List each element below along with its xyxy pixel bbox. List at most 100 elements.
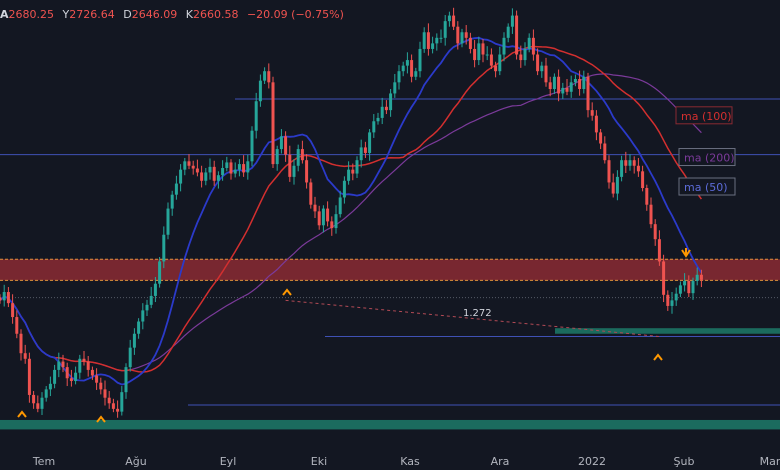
candle	[363, 141, 367, 158]
candle	[615, 170, 619, 201]
candle	[111, 398, 115, 413]
candle	[204, 167, 208, 186]
candle-body	[552, 76, 556, 89]
candle-body	[494, 65, 498, 72]
candle	[405, 52, 409, 74]
candle-body	[27, 358, 31, 395]
candle	[128, 339, 132, 372]
candle	[531, 29, 535, 61]
candle-body	[670, 300, 674, 306]
x-tick-label-1: Ağu	[125, 455, 146, 468]
candle-body	[208, 166, 212, 173]
candle	[578, 70, 582, 96]
candle	[561, 82, 565, 100]
candle	[330, 216, 334, 236]
candle	[162, 226, 166, 269]
candle	[607, 155, 611, 189]
candle	[443, 15, 447, 46]
candle-body	[242, 164, 246, 173]
zones-layer	[0, 258, 780, 430]
candle	[267, 63, 271, 89]
candle-body	[573, 78, 577, 83]
candle	[523, 42, 527, 66]
candle-body	[376, 117, 380, 122]
candle-body	[506, 26, 510, 38]
candle-body	[666, 294, 670, 306]
candle	[376, 112, 380, 125]
candle	[691, 277, 695, 300]
candle	[641, 165, 645, 192]
candle	[527, 33, 531, 53]
candle	[699, 269, 703, 288]
candle	[414, 67, 418, 81]
candle-body	[502, 37, 506, 55]
candle	[590, 102, 594, 121]
candle	[61, 354, 65, 373]
candle	[447, 11, 451, 27]
candle-body	[582, 76, 586, 89]
candle-body	[615, 176, 619, 194]
candle-body	[132, 333, 136, 348]
candle	[674, 287, 678, 306]
candle-body	[120, 392, 124, 412]
candle-body	[607, 160, 611, 183]
candle	[263, 67, 267, 84]
candle	[439, 29, 443, 43]
candle	[174, 175, 178, 200]
ma-label-2: ma (50)	[684, 181, 728, 194]
candle-body	[363, 147, 367, 153]
candle-body	[565, 87, 569, 92]
candle	[191, 160, 195, 175]
candle-body	[523, 48, 527, 61]
ma-label-1: ma (200)	[684, 152, 735, 165]
candle	[544, 57, 548, 87]
candle-body	[410, 60, 414, 77]
candle	[166, 202, 170, 240]
ohlc-open: A2680.25	[0, 8, 55, 21]
candle	[460, 28, 464, 48]
candle-body	[447, 15, 451, 22]
candle-body	[191, 165, 195, 169]
candle	[132, 328, 136, 355]
candle-body	[498, 54, 502, 72]
candle-body	[620, 160, 624, 177]
candle-body	[368, 132, 372, 153]
candle-body	[510, 15, 514, 27]
candle-body	[536, 54, 540, 72]
candle	[418, 41, 422, 78]
candle-body	[418, 48, 422, 72]
candle	[502, 32, 506, 62]
candle-body	[292, 165, 296, 177]
candle	[649, 197, 653, 229]
candle	[179, 164, 183, 192]
candle-body	[158, 261, 162, 284]
candle	[338, 190, 342, 218]
candle-body	[48, 383, 52, 390]
candle-body	[628, 160, 632, 166]
candle	[573, 74, 577, 87]
candle	[313, 196, 317, 219]
candle	[107, 391, 111, 409]
candle-body	[405, 60, 409, 66]
candle-body	[32, 394, 36, 404]
candle-body	[275, 149, 279, 165]
candle	[326, 201, 330, 227]
x-tick-label-7: Şub	[674, 455, 695, 468]
candle	[195, 159, 199, 177]
candle	[309, 178, 313, 209]
candle-body	[594, 115, 598, 133]
candle-body	[216, 175, 220, 181]
candle-body	[141, 310, 145, 322]
candle	[74, 366, 78, 385]
candle-body	[40, 397, 44, 409]
candle	[636, 157, 640, 177]
candle-body	[645, 188, 649, 205]
candle-body	[296, 149, 300, 166]
candle	[69, 369, 73, 387]
candle-body	[19, 333, 23, 354]
candle-body	[0, 297, 2, 301]
candle	[683, 273, 687, 292]
x-tick-label-0: Tem	[32, 455, 55, 468]
candle	[397, 65, 401, 90]
